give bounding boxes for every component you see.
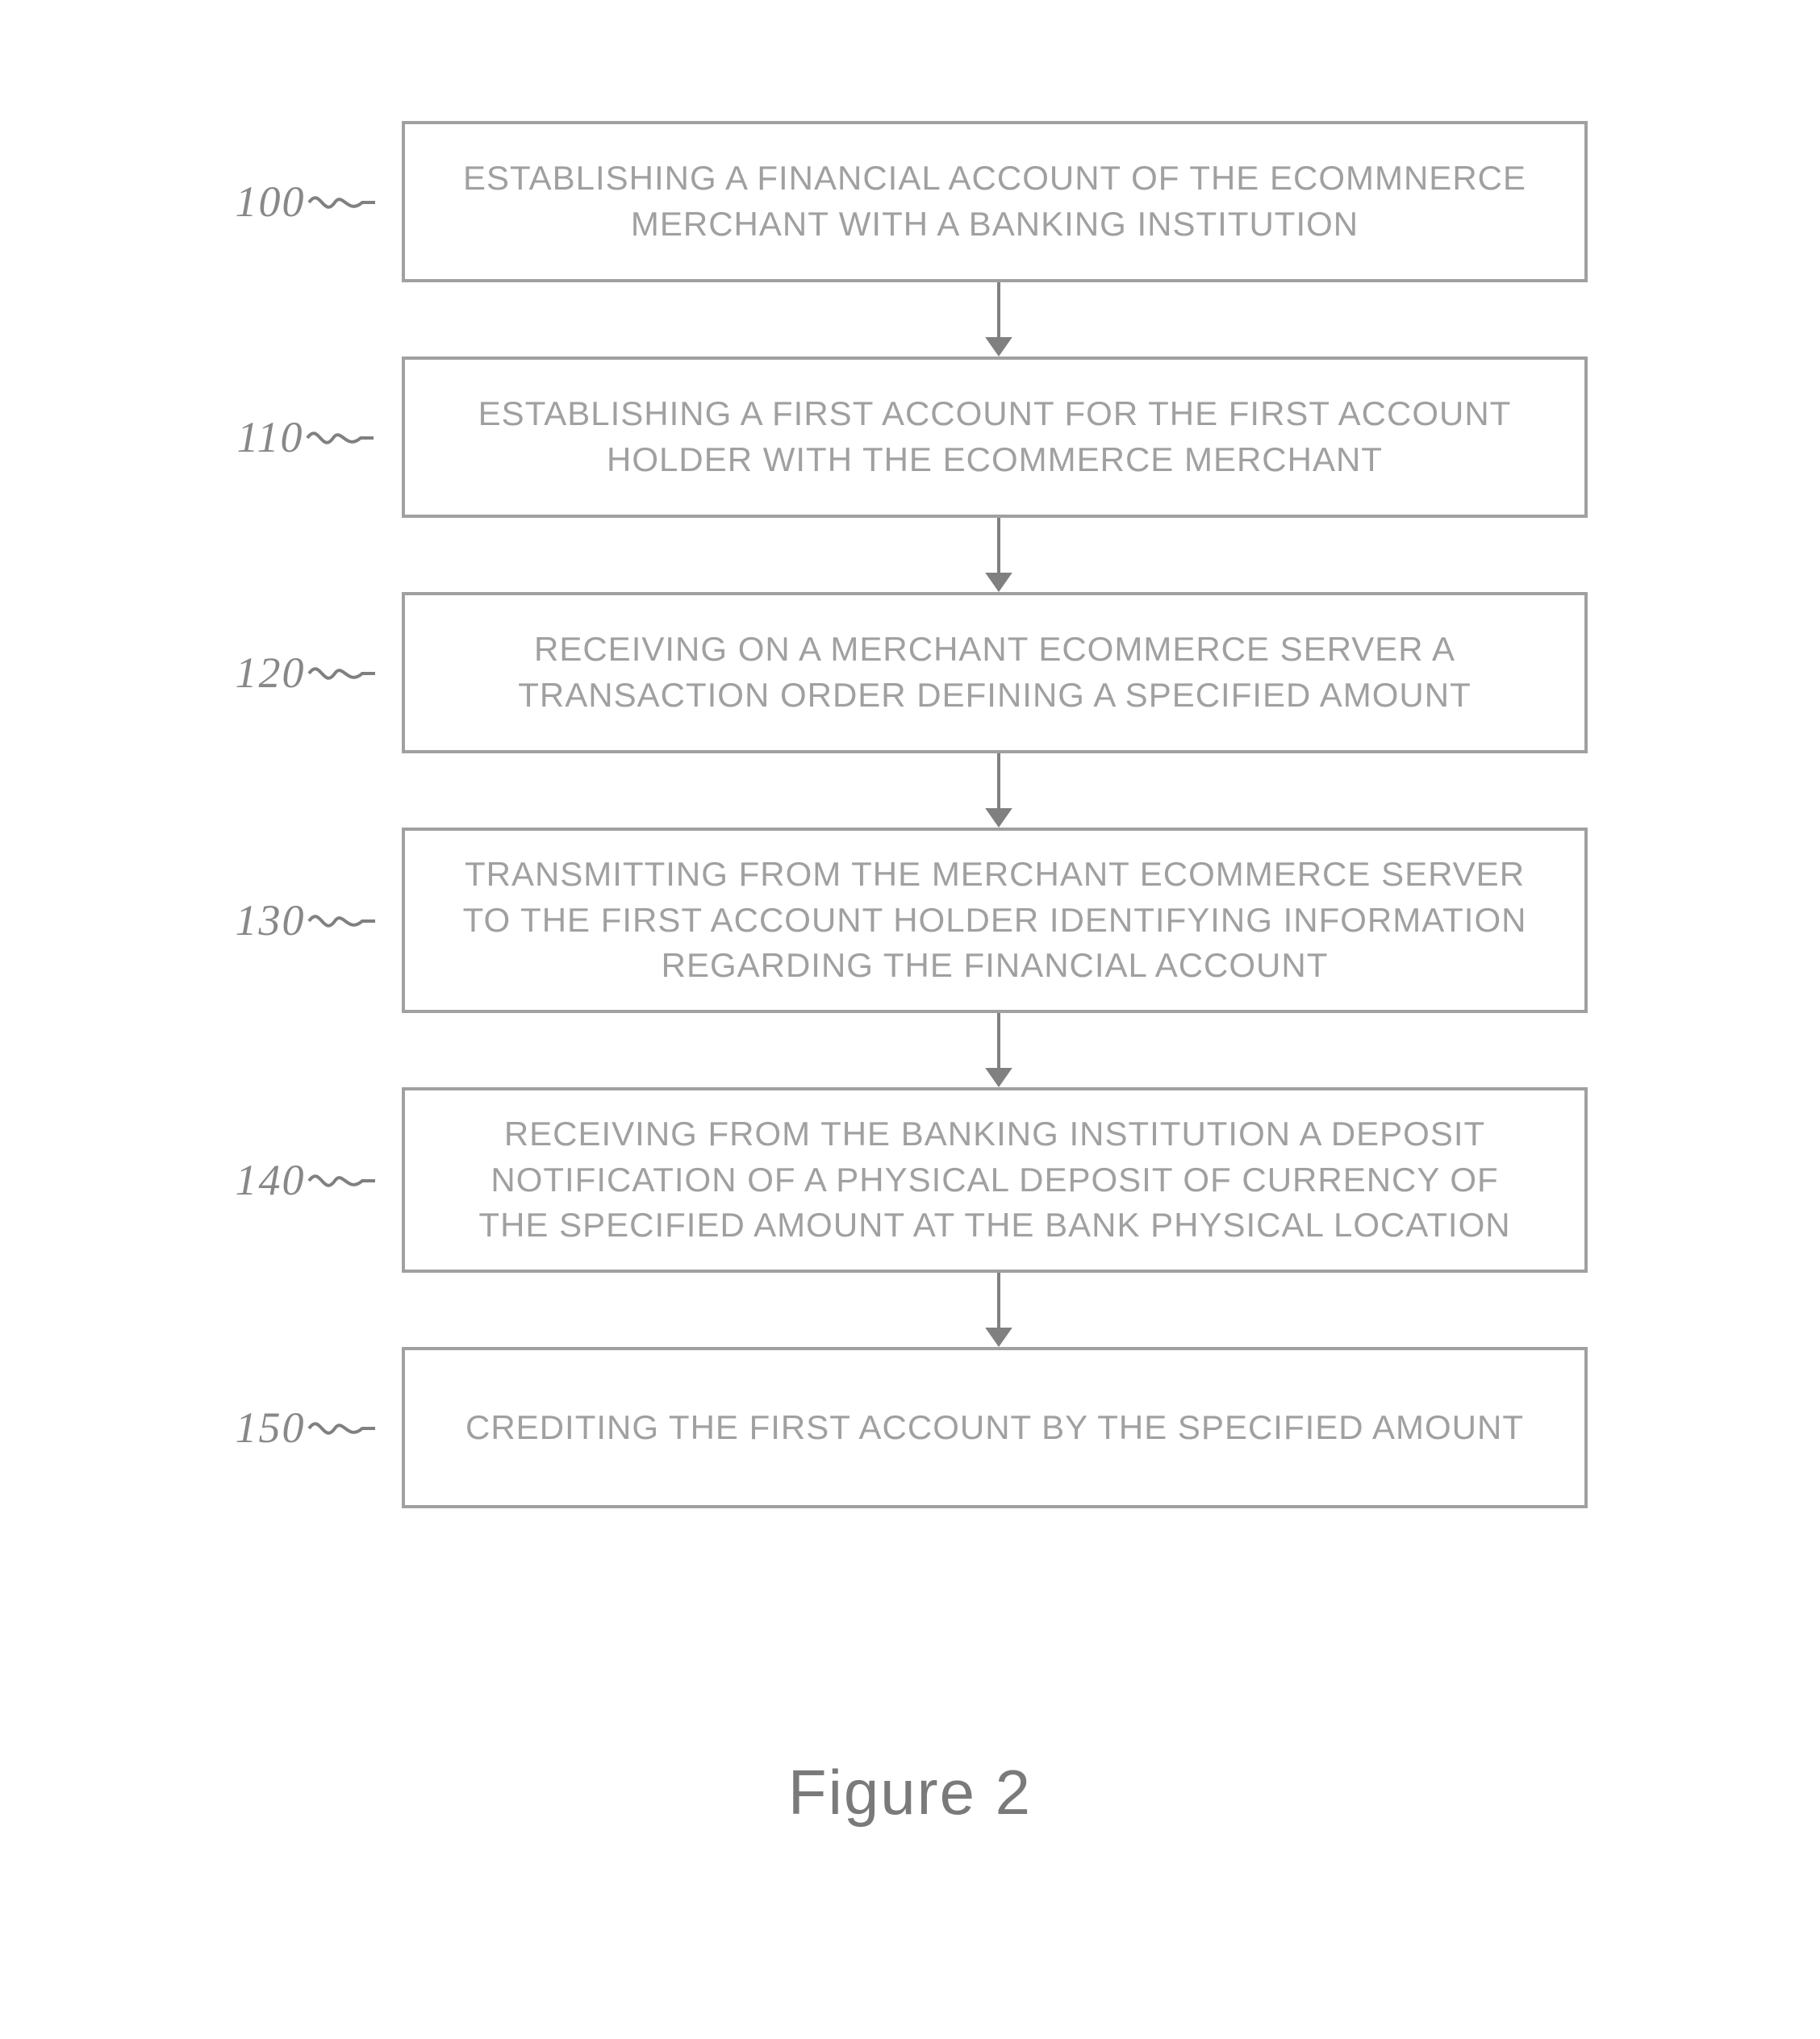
squiggle-connector-icon: [306, 654, 375, 691]
flow-step: 150 CREDITING THE FIRST ACCOUNT BY THE S…: [224, 1347, 1596, 1508]
flow-step: 100 ESTABLISHING A FINANCIAL ACCOUNT OF …: [224, 121, 1596, 282]
flow-connector: [224, 753, 1596, 828]
step-ref-label: 130: [236, 895, 306, 945]
arrow-down-icon: [997, 518, 1000, 592]
flow-step: 120 RECEIVING ON A MERCHANT ECOMMERCE SE…: [224, 592, 1596, 753]
step-box: RECEIVING ON A MERCHANT ECOMMERCE SERVER…: [402, 592, 1588, 753]
flow-connector: [224, 1273, 1596, 1347]
squiggle-connector-icon: [306, 902, 375, 939]
squiggle-connector-icon: [306, 1161, 375, 1199]
arrow-down-icon: [997, 1013, 1000, 1087]
step-ref-label: 120: [236, 648, 306, 698]
flow-step: 110 ESTABLISHING A FIRST ACCOUNT FOR THE…: [224, 357, 1596, 518]
arrow-down-icon: [997, 282, 1000, 357]
figure-caption: Figure 2: [0, 1756, 1820, 1829]
arrow-down-icon: [997, 753, 1000, 828]
step-box: CREDITING THE FIRST ACCOUNT BY THE SPECI…: [402, 1347, 1588, 1508]
squiggle-connector-icon: [306, 183, 375, 220]
step-ref-container: 120: [224, 648, 402, 698]
flow-connector: [224, 282, 1596, 357]
step-box: TRANSMITTING FROM THE MERCHANT ECOMMERCE…: [402, 828, 1588, 1013]
squiggle-connector-icon: [304, 419, 374, 456]
flow-step: 130 TRANSMITTING FROM THE MERCHANT ECOMM…: [224, 828, 1596, 1013]
step-ref-container: 100: [224, 177, 402, 227]
step-ref-container: 130: [224, 895, 402, 945]
step-box: ESTABLISHING A FINANCIAL ACCOUNT OF THE …: [402, 121, 1588, 282]
flow-connector: [224, 1013, 1596, 1087]
step-box: ESTABLISHING A FIRST ACCOUNT FOR THE FIR…: [402, 357, 1588, 518]
squiggle-connector-icon: [306, 1409, 375, 1446]
step-ref-label: 150: [236, 1403, 306, 1453]
step-ref-container: 150: [224, 1403, 402, 1453]
figure-page: 100 ESTABLISHING A FINANCIAL ACCOUNT OF …: [0, 0, 1820, 2039]
flow-step: 140 RECEIVING FROM THE BANKING INSTITUTI…: [224, 1087, 1596, 1273]
step-ref-container: 140: [224, 1155, 402, 1205]
step-ref-label: 100: [236, 177, 306, 227]
step-ref-label: 110: [237, 412, 304, 462]
step-ref-label: 140: [236, 1155, 306, 1205]
step-ref-container: 110: [224, 412, 402, 462]
flowchart: 100 ESTABLISHING A FINANCIAL ACCOUNT OF …: [224, 121, 1596, 1508]
flow-connector: [224, 518, 1596, 592]
step-box: RECEIVING FROM THE BANKING INSTITUTION A…: [402, 1087, 1588, 1273]
arrow-down-icon: [997, 1273, 1000, 1347]
